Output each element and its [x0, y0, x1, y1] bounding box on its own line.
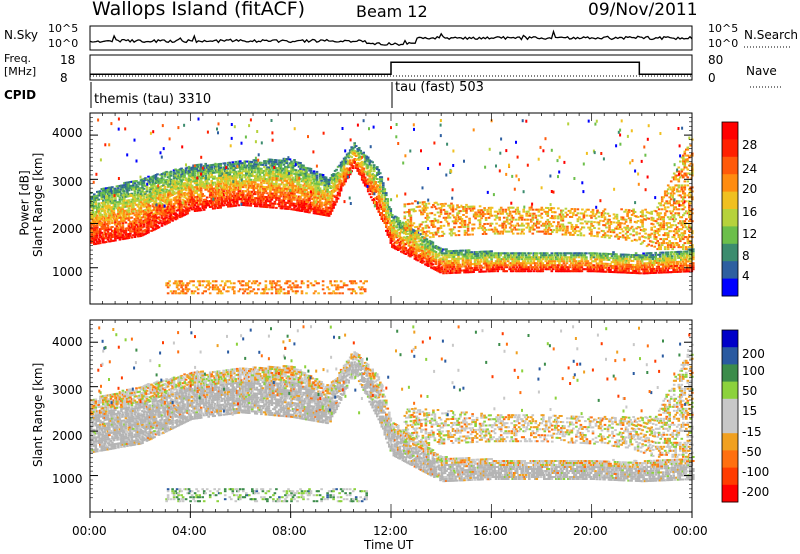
vel-cbar-tick-neg200: -200 [742, 485, 770, 499]
power-colorbar-segment [722, 261, 738, 280]
vel-colorbar-segment [722, 347, 738, 365]
vel-cbar-tick-neg100: -100 [742, 465, 770, 479]
power-colorbar-segment [722, 209, 738, 227]
vel-cbar-tick-200: 200 [742, 347, 765, 361]
station-title: Wallops Island (fitACF) [92, 0, 306, 20]
xtick-6: 00:00 [673, 524, 708, 538]
xtick-3: 12:00 [373, 524, 408, 538]
power-ytick-3000: 3000 [52, 175, 83, 189]
power-cbar-tick-16: 16 [742, 205, 758, 219]
nsearch-tick-bottom: 10^0 [708, 37, 739, 50]
power-colorbar [721, 121, 739, 297]
vel-ytick-1000: 1000 [52, 472, 83, 486]
vel-colorbar-segment [722, 433, 738, 451]
power-colorbar-segment [722, 191, 738, 210]
freq-label: Freq. [4, 52, 32, 65]
vel-cbar-tick-100: 100 [742, 364, 765, 378]
xtick-4: 16:00 [473, 524, 508, 538]
power-colorbar-segment [722, 122, 738, 140]
power-colorbar-segment [722, 278, 738, 297]
vel-colorbar-frame [721, 329, 739, 503]
power-ytick-2000: 2000 [52, 222, 83, 236]
vel-ytick-3000: 3000 [52, 383, 83, 397]
power-colorbar-segment [722, 139, 738, 158]
vel-colorbar-segment [722, 330, 738, 348]
vel-rti-panel [89, 319, 739, 513]
power-echo-cells [90, 117, 695, 295]
xlabel: Time UT [364, 538, 414, 552]
nave-tick-bottom: 0 [708, 71, 716, 85]
vel-colorbar-segment [722, 364, 738, 383]
power-cbar-tick-4: 4 [742, 269, 750, 283]
power-ylabel: Slant Range [km] [31, 152, 45, 257]
power-cbar-tick-28: 28 [742, 138, 758, 152]
power-colorbar-segment [722, 243, 738, 262]
vel-colorbar-segment [722, 467, 738, 486]
vel-colorbar-segment [722, 381, 738, 400]
power-colorbar-segment [722, 174, 738, 193]
power-colorbar-segment [722, 226, 738, 245]
nsky-tick-bottom: 10^0 [48, 37, 79, 50]
nave-label: Nave [746, 64, 777, 78]
vel-ytick-2000: 2000 [52, 429, 83, 443]
power-ytick-4000: 4000 [52, 126, 83, 140]
power-colorbar-frame [721, 121, 739, 297]
nsky-tick-top: 10^5 [48, 22, 79, 35]
vel-cbar-tick-15: 15 [742, 404, 758, 418]
nsearch-label: N.Search [744, 28, 799, 42]
power-cbar-tick-12: 12 [742, 227, 758, 241]
power-cbar-tick-20: 20 [742, 182, 758, 196]
nsky-series-line [89, 29, 693, 47]
nave-tick-top: 80 [708, 53, 724, 67]
cpid-program-1: themis (tau) 3310 [94, 92, 212, 107]
beam-label: Beam 12 [356, 2, 428, 21]
power-rti-panel [89, 112, 739, 305]
power-cbar-label: Power [dB] [17, 170, 32, 236]
vel-ylabel: Slant Range [km] [31, 362, 45, 467]
vel-colorbar-segment [722, 398, 738, 417]
xtick-0: 00:00 [72, 524, 107, 538]
power-colorbar-segment [722, 156, 738, 175]
vel-echo-cells [90, 325, 695, 503]
vel-cbar-tick-neg50: -50 [742, 445, 762, 459]
cpid-program-2: tau (fast) 503 [395, 80, 484, 95]
frequency-series-line [90, 61, 692, 75]
vel-colorbar-segment [722, 416, 738, 434]
xtick-5: 20:00 [573, 524, 608, 538]
freq-panel-frame [89, 54, 693, 81]
xtick-2: 08:00 [272, 524, 307, 538]
vel-cbar-tick-neg15: -15 [742, 425, 762, 439]
xtick-1: 04:00 [172, 524, 207, 538]
cpid-label: CPID [4, 88, 37, 102]
vel-ytick-4000: 4000 [52, 335, 83, 349]
vel-colorbar-segment [722, 450, 738, 469]
nsky-label: N.Sky [4, 28, 39, 42]
freq-tick-top: 18 [60, 53, 76, 67]
power-cbar-tick-24: 24 [742, 162, 758, 176]
vel-cbar-tick-50: 50 [742, 384, 758, 398]
vel-colorbar [721, 329, 739, 503]
nsearch-tick-top: 10^5 [708, 22, 739, 35]
freq-unit-label: [MHz] [4, 65, 37, 78]
vel-colorbar-segment [722, 484, 738, 503]
power-ytick-1000: 1000 [52, 265, 83, 279]
power-cbar-tick-8: 8 [742, 249, 750, 263]
date-label: 09/Nov/2011 [588, 0, 698, 20]
freq-tick-bottom: 8 [60, 71, 68, 85]
